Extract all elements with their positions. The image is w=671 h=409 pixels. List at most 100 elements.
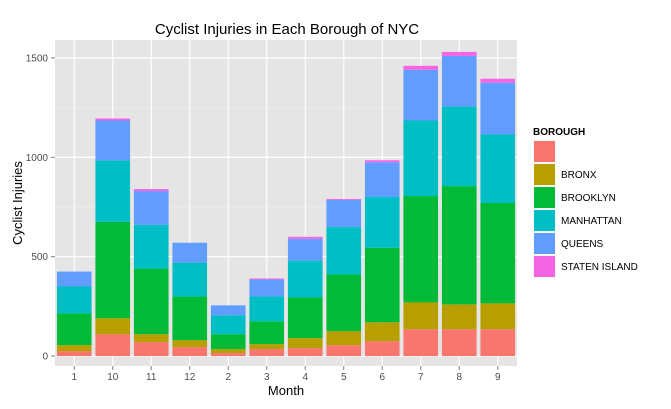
y-axis-title: Cyclist Injuries: [10, 161, 25, 245]
bar-segment-brooklyn-11: [133, 268, 169, 335]
bar-segment-manhattan-9: [480, 134, 516, 203]
bar-segment-unnamed-5: [326, 345, 362, 357]
bar-segment-bronx-9: [480, 303, 516, 330]
chart-title: Cyclist Injuries in Each Borough of NYC: [155, 21, 419, 38]
legend-label: STATEN ISLAND: [561, 262, 638, 273]
bar-segment-queens-7: [403, 69, 439, 121]
y-tick-label: 500: [31, 252, 48, 263]
legend: BOROUGH BRONX BROOKLYN MANHATTAN QUEENS STAT…: [532, 127, 638, 279]
bar-segment-manhattan-3: [249, 296, 285, 322]
x-tick-label: 3: [264, 372, 270, 383]
x-tick-label: 4: [302, 372, 308, 383]
bar-segment-unnamed-9: [480, 329, 516, 357]
bar-segment-staten-island-11: [133, 189, 169, 192]
bar-segment-queens-10: [95, 120, 131, 161]
legend-label: BROOKLYN: [561, 193, 616, 204]
x-tick-label: 8: [456, 372, 462, 383]
bar-segment-bronx-12: [172, 340, 208, 348]
bar-segment-bronx-7: [403, 302, 439, 330]
bar-segment-unnamed-1: [56, 351, 92, 357]
bar-segment-manhattan-5: [326, 226, 362, 275]
x-tick-label: 9: [495, 372, 501, 383]
bar-segment-staten-island-3: [249, 278, 285, 280]
bar-segment-queens-11: [133, 191, 169, 225]
bar-segment-unnamed-4: [287, 348, 323, 357]
bar-segment-brooklyn-5: [326, 274, 362, 332]
bar-segment-unnamed-8: [441, 329, 477, 357]
legend-title: BOROUGH: [533, 127, 585, 138]
x-tick-label: 7: [418, 372, 424, 383]
x-tick-label: 6: [379, 372, 385, 383]
bar-segment-unnamed-6: [364, 341, 400, 357]
bar-segment-manhattan-8: [441, 106, 477, 187]
bar-segment-bronx-3: [249, 344, 285, 350]
bar-segment-staten-island-8: [441, 51, 477, 56]
bar-segment-bronx-1: [56, 345, 92, 352]
bar-segment-staten-island-7: [403, 65, 439, 70]
bar-segment-manhattan-10: [95, 160, 131, 222]
bar-segment-unnamed-12: [172, 347, 208, 357]
bar-segment-unnamed-3: [249, 349, 285, 357]
legend-label: MANHATTAN: [561, 216, 622, 227]
legend-key-swatch: [534, 210, 555, 231]
legend-label: BRONX: [561, 170, 597, 181]
bar-segment-manhattan-2: [210, 315, 246, 335]
legend-key-swatch: [534, 233, 555, 254]
x-tick-label: 5: [341, 372, 347, 383]
bar-segment-manhattan-1: [56, 286, 92, 314]
bar-segment-staten-island-5: [326, 199, 362, 201]
bar-segment-staten-island-6: [364, 160, 400, 163]
y-tick-label: 0: [42, 352, 48, 363]
bar-segment-brooklyn-1: [56, 313, 92, 346]
x-tick-label: 11: [146, 372, 157, 383]
bar-segment-manhattan-6: [364, 197, 400, 248]
plot-panel: [55, 40, 517, 366]
bar-segment-queens-1: [56, 271, 92, 287]
bars: [56, 51, 516, 357]
bar-segment-brooklyn-6: [364, 247, 400, 323]
bar-segment-brooklyn-8: [441, 186, 477, 305]
x-tick-label: 12: [184, 372, 196, 383]
x-tick-label: 10: [107, 372, 119, 383]
bar-segment-brooklyn-7: [403, 196, 439, 303]
bar-segment-queens-2: [210, 305, 246, 316]
bar-segment-queens-12: [172, 242, 208, 263]
bar-segment-manhattan-7: [403, 120, 439, 197]
bar-segment-brooklyn-2: [210, 334, 246, 350]
bar-segment-bronx-4: [287, 338, 323, 349]
bar-segment-unnamed-10: [95, 334, 131, 357]
bar-segment-brooklyn-10: [95, 221, 131, 319]
bar-segment-bronx-10: [95, 318, 131, 335]
bar-segment-brooklyn-4: [287, 297, 323, 339]
bar-segment-queens-9: [480, 82, 516, 135]
bar-segment-bronx-6: [364, 322, 400, 342]
bar-segment-unnamed-2: [210, 353, 246, 357]
bar-segment-bronx-5: [326, 331, 362, 346]
bar-segment-manhattan-12: [172, 262, 208, 297]
y-axis: 0 500 1000 1500: [26, 53, 55, 363]
legend-key-swatch: [534, 187, 555, 208]
x-tick-label: 1: [71, 372, 77, 383]
bar-segment-unnamed-7: [403, 329, 439, 357]
x-tick-label: 2: [225, 372, 231, 383]
bar-segment-staten-island-10: [95, 118, 131, 121]
bar-segment-queens-3: [249, 279, 285, 297]
x-axis-title: Month: [268, 383, 304, 398]
y-tick-label: 1000: [26, 153, 49, 164]
bar-segment-bronx-11: [133, 334, 169, 343]
legend-key-swatch: [534, 256, 555, 277]
bar-segment-brooklyn-9: [480, 203, 516, 304]
legend-label: QUEENS: [561, 239, 604, 250]
bar-segment-manhattan-11: [133, 224, 169, 269]
x-axis: 1 10 11 12 2 3 4 5 6 7 8 9: [71, 366, 501, 383]
bar-segment-bronx-2: [210, 349, 246, 354]
bar-segment-manhattan-4: [287, 260, 323, 298]
legend-key-swatch: [534, 164, 555, 185]
bar-segment-queens-4: [287, 238, 323, 261]
bar-segment-brooklyn-12: [172, 296, 208, 341]
bar-segment-queens-6: [364, 162, 400, 198]
bar-segment-bronx-8: [441, 304, 477, 330]
bar-segment-queens-5: [326, 200, 362, 227]
y-tick-label: 1500: [26, 53, 49, 64]
